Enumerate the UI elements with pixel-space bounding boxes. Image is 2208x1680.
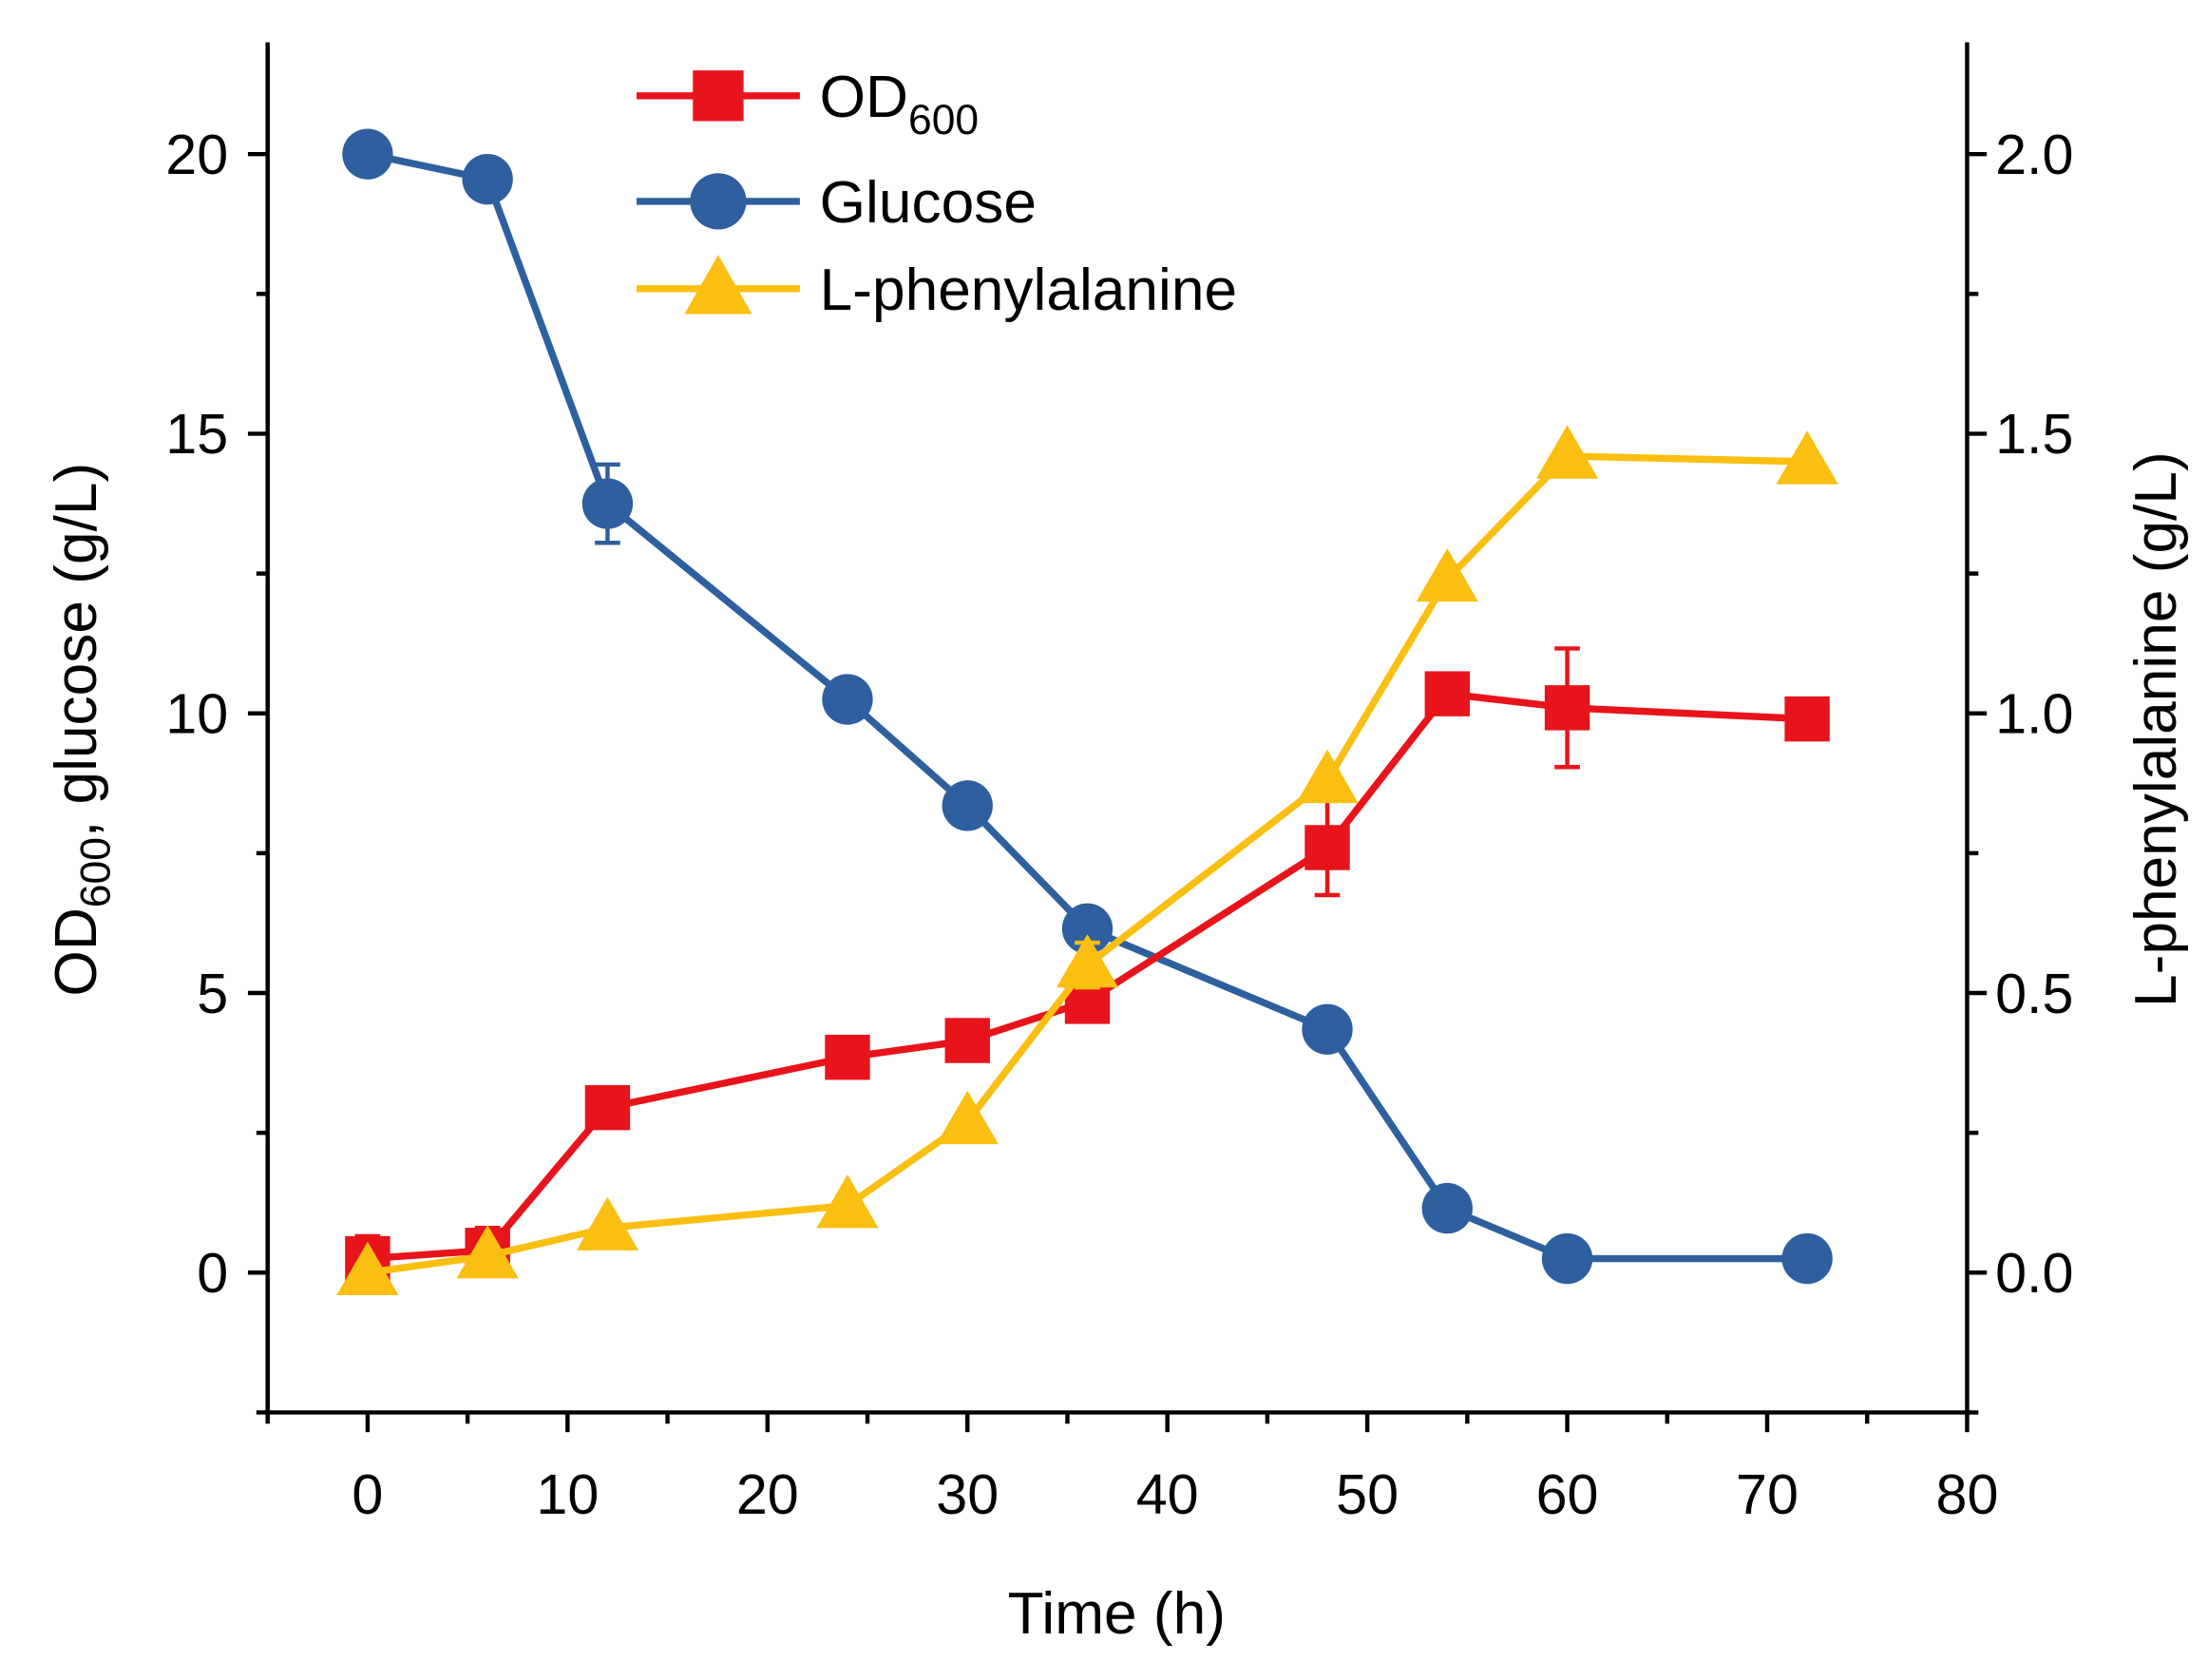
legend-marker <box>693 70 744 122</box>
data-point <box>1535 425 1599 479</box>
y2-tick-label: 0.0 <box>1995 1241 2073 1305</box>
legend-item: OD600 <box>636 65 980 143</box>
plot-area <box>336 128 1838 1295</box>
data-point <box>336 1241 399 1295</box>
data-point <box>462 153 513 205</box>
data-point <box>456 1225 519 1279</box>
y-tick-label: 20 <box>165 123 228 186</box>
y2-tick-label: 0.5 <box>1995 962 2073 1025</box>
y-axis-label-rest: , glucose (g/L) <box>44 463 109 837</box>
legend-marker <box>690 173 747 230</box>
x-tick-label: 20 <box>736 1462 799 1526</box>
data-point <box>825 1034 870 1080</box>
x-tick-label: 30 <box>936 1462 999 1526</box>
data-point <box>342 128 393 180</box>
data-point <box>822 674 873 725</box>
x-tick-label: 60 <box>1536 1462 1599 1526</box>
legend-item: L-phenylalanine <box>636 255 1237 323</box>
y-tick-label: 5 <box>197 962 228 1025</box>
data-point <box>942 780 993 831</box>
y2-axis-label: L-phenylalanine (g/L) <box>2123 451 2189 1007</box>
data-point <box>1416 547 1478 602</box>
data-point <box>1544 685 1590 731</box>
legend-label-sub: 600 <box>908 97 979 143</box>
axes: 0 10 20 30 40 50 60 70 80 0 5 10 15 20 0.0 0.5 1.0 1.5 2.0 <box>165 42 2073 1526</box>
legend-label: L-phenylalanine <box>820 258 1237 323</box>
series-line <box>367 150 1808 1263</box>
legend: OD600 Glucose L-phenylalanine <box>636 65 1237 323</box>
series-glucose <box>342 128 1833 1285</box>
data-point <box>816 1174 879 1229</box>
data-point <box>1421 1182 1473 1234</box>
y-axis-label-sub: 600 <box>73 837 120 907</box>
x-tick-label: 0 <box>352 1462 383 1526</box>
y-tick-label: 0 <box>197 1241 228 1305</box>
y2-tick-label: 1.0 <box>1995 681 2073 745</box>
y2-tick-label: 1.5 <box>1995 402 2073 466</box>
data-point <box>1784 696 1830 742</box>
y-tick-label: 15 <box>165 402 228 466</box>
data-point <box>1776 430 1838 485</box>
data-point <box>1302 1003 1353 1055</box>
y-tick-label: 10 <box>165 681 228 745</box>
x-axis-label: Time (h) <box>1008 1581 1226 1647</box>
x-tick-label: 80 <box>1935 1462 1998 1526</box>
legend-label-main: L-phenylalanine <box>820 258 1237 323</box>
series-od <box>345 646 1830 1284</box>
data-point <box>1781 1232 1833 1285</box>
legend-label: OD600 <box>820 65 980 143</box>
x-tick-label: 50 <box>1336 1462 1399 1526</box>
legend-label: Glucose <box>820 170 1037 236</box>
series-line <box>367 452 1808 1276</box>
data-point <box>1424 671 1471 716</box>
data-point <box>1541 1232 1593 1285</box>
y2-tick-label: 2.0 <box>1995 123 2073 186</box>
series-line <box>367 690 1808 1263</box>
series-l-phenylalanine <box>336 425 1838 1295</box>
data-point <box>936 1090 999 1145</box>
data-point <box>581 478 634 529</box>
data-point <box>576 1196 639 1250</box>
data-point <box>1056 933 1119 988</box>
y-axis-label: OD600, glucose (g/L) <box>44 463 120 997</box>
legend-item: Glucose <box>636 170 1037 236</box>
x-tick-label: 70 <box>1736 1462 1799 1526</box>
x-tick-label: 10 <box>536 1462 599 1526</box>
x-tick-label: 40 <box>1136 1462 1199 1526</box>
data-point <box>1296 749 1359 804</box>
data-point <box>944 1018 990 1063</box>
legend-label-main: OD <box>820 65 908 130</box>
data-point <box>1304 825 1350 870</box>
data-point <box>584 1084 631 1131</box>
legend-label-main: Glucose <box>820 170 1037 236</box>
legend-marker <box>684 255 752 315</box>
y-axis-label-main: OD <box>44 907 109 996</box>
